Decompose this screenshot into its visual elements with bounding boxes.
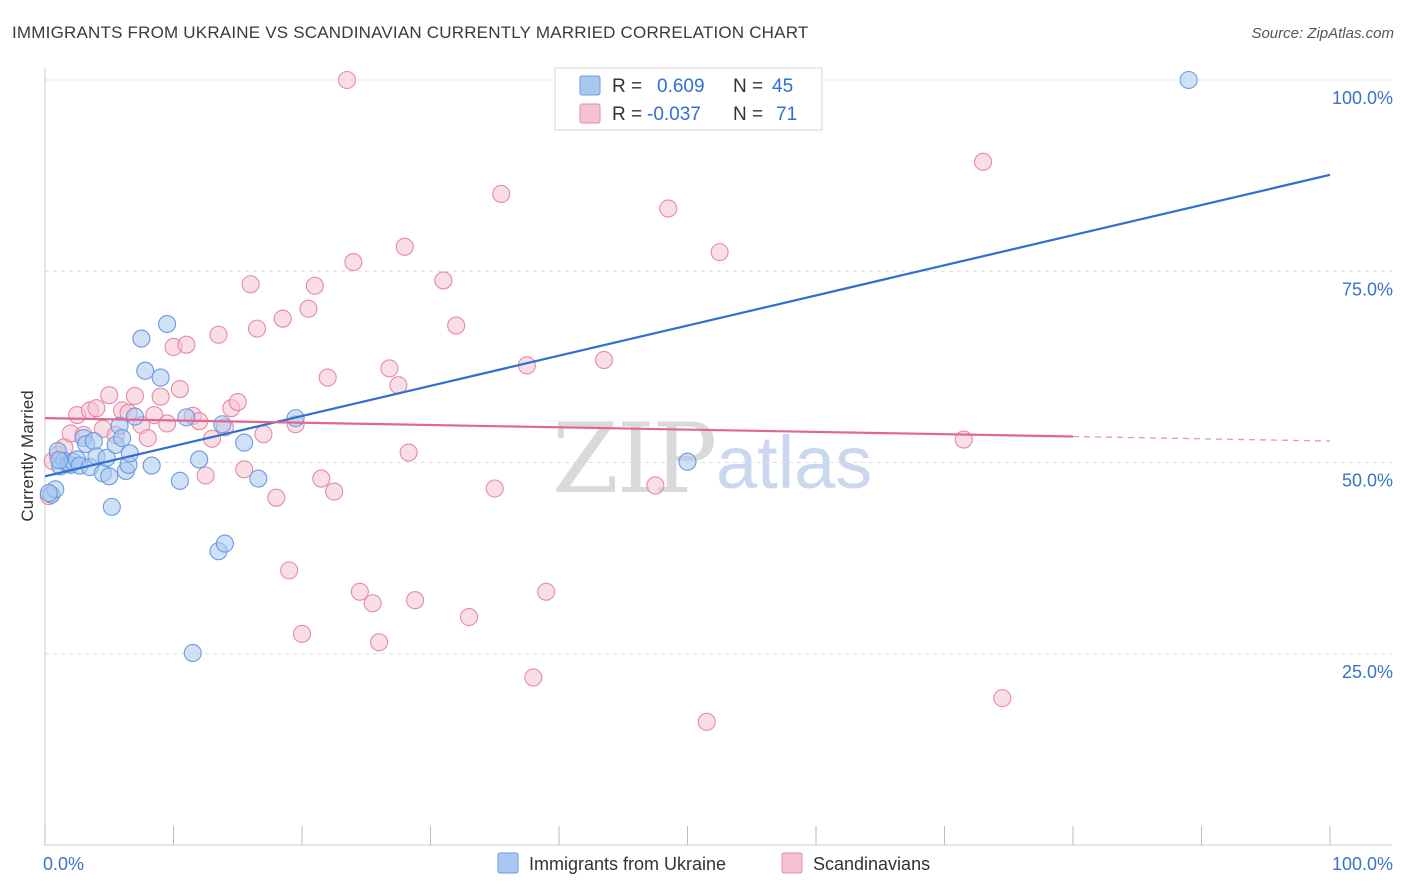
ukraine-series-label: Immigrants from Ukraine [529, 854, 726, 874]
x-tick-label-max: 100.0% [1332, 854, 1393, 874]
scandinavian-r-value: -0.037 [647, 104, 701, 125]
scandinavian-point [88, 400, 105, 417]
scandinavian-point [338, 72, 355, 89]
scandinavian-point [647, 477, 664, 494]
scandinavian-point [171, 381, 188, 398]
y-tick-labels: 25.0% 50.0% 75.0% 100.0% [1332, 88, 1393, 682]
ukraine-r-label: R = [612, 76, 642, 97]
ukraine-point [101, 468, 118, 485]
ukraine-point [114, 430, 131, 447]
ukraine-point [51, 452, 68, 469]
scandinavian-point [126, 387, 143, 404]
scandinavian-point [300, 300, 317, 317]
scandinavian-point [326, 483, 343, 500]
scandinavian-point [101, 387, 118, 404]
ukraine-point [191, 451, 208, 468]
scandinavian-point [595, 351, 612, 368]
ukraine-point [1180, 72, 1197, 89]
ukraine-r-value: 0.609 [657, 76, 705, 97]
y-tick-label-75: 75.0% [1342, 279, 1393, 299]
scandinavian-point [294, 625, 311, 642]
scandinavian-point [396, 238, 413, 255]
x-tick-label-min: 0.0% [43, 854, 84, 874]
scandinavian-point [274, 310, 291, 327]
scandinavian-point [461, 609, 478, 626]
chart-title: IMMIGRANTS FROM UKRAINE VS SCANDINAVIAN … [12, 23, 808, 42]
scandinavian-point [319, 369, 336, 386]
scandinavian-trend-extension [1073, 436, 1330, 441]
scandinavian-point [711, 244, 728, 261]
scandinavian-point [371, 634, 388, 651]
series-legend: Immigrants from Ukraine Scandinavians [498, 853, 930, 874]
scandinavian-point [448, 317, 465, 334]
scandinavian-point [152, 388, 169, 405]
ukraine-n-label: N = [733, 76, 763, 97]
scandinavian-point [242, 276, 259, 293]
scandinavian-point [698, 713, 715, 730]
scatter-points [40, 72, 1197, 731]
scandinavian-n-value: 71 [776, 104, 797, 125]
ukraine-legend-swatch [580, 76, 600, 95]
scandinavian-point [178, 336, 195, 353]
scandinavian-point [306, 277, 323, 294]
scandinavian-point [197, 467, 214, 484]
ukraine-n-value: 45 [772, 76, 793, 97]
scandinavian-point [210, 326, 227, 343]
ukraine-point [216, 535, 233, 552]
scandinavian-n-label: N = [733, 104, 763, 125]
scandinavian-point [281, 562, 298, 579]
scandinavian-point [345, 254, 362, 271]
ukraine-point [214, 416, 231, 433]
scandinavian-point [994, 690, 1011, 707]
scandinavian-point [249, 320, 266, 337]
y-tick-label-100: 100.0% [1332, 88, 1393, 108]
scandinavian-point [229, 394, 246, 411]
ukraine-point [133, 330, 150, 347]
scandinavian-point [975, 153, 992, 170]
ukraine-point [85, 433, 102, 450]
ukraine-point [171, 472, 188, 489]
scandinavian-point [486, 480, 503, 497]
scandinavian-point [268, 489, 285, 506]
scandinavian-point [660, 200, 677, 217]
ukraine-point [121, 445, 138, 462]
ukraine-point [178, 409, 195, 426]
scandinavian-series-swatch [782, 853, 802, 873]
ukraine-point [103, 498, 120, 515]
ukraine-point [184, 644, 201, 661]
scandinavian-point [255, 426, 272, 443]
scandinavian-point [493, 185, 510, 202]
chart-source: Source: ZipAtlas.com [1251, 25, 1394, 42]
stats-legend: R = 0.609 N = 45 R = -0.037 N = 71 [555, 68, 822, 130]
y-axis-label: Currently Married [18, 390, 37, 521]
chart: IMMIGRANTS FROM UKRAINE VS SCANDINAVIAN … [0, 0, 1406, 892]
gridlines [45, 80, 1392, 654]
scandinavian-point [538, 583, 555, 600]
ukraine-point [236, 434, 253, 451]
ukraine-point [159, 316, 176, 333]
scandinavian-point [381, 360, 398, 377]
scandinavian-point [407, 592, 424, 609]
watermark: ZIP atlas [552, 403, 872, 515]
scandinavian-r-label: R = [612, 104, 642, 125]
scandinavian-point [525, 669, 542, 686]
ukraine-point [126, 408, 143, 425]
ukraine-point [152, 369, 169, 386]
y-tick-label-50: 50.0% [1342, 471, 1393, 491]
scandinavian-point [364, 595, 381, 612]
scandinavian-point [435, 272, 452, 289]
scandinavian-legend-swatch [580, 104, 600, 123]
ukraine-point [143, 457, 160, 474]
scandinavian-point [139, 430, 156, 447]
ukraine-point [250, 470, 267, 487]
ukraine-point [40, 485, 57, 502]
ukraine-point [137, 362, 154, 379]
scandinavian-point [400, 444, 417, 461]
y-tick-label-25: 25.0% [1342, 662, 1393, 682]
scandinavian-point [159, 415, 176, 432]
scandinavian-series-label: Scandinavians [813, 854, 930, 874]
scandinavian-point [313, 470, 330, 487]
ukraine-point [679, 453, 696, 470]
ukraine-series-swatch [498, 853, 518, 873]
